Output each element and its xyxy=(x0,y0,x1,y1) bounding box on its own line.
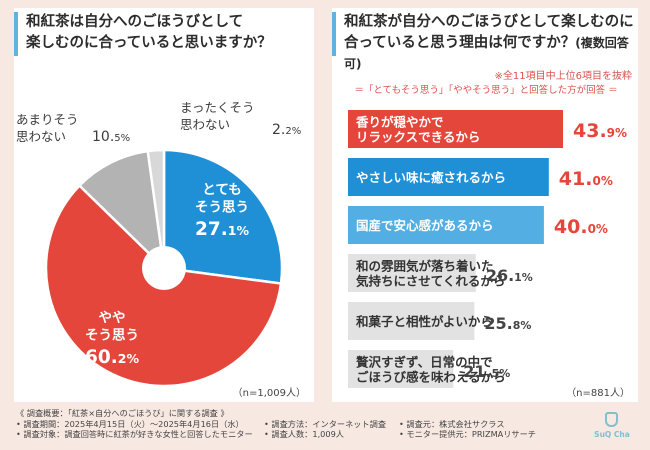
left-question-header: 和紅茶は自分へのごほうびとして楽しむのに合っていると思いますか？ xyxy=(14,8,314,60)
bar-label: 和菓子と相性がよいから xyxy=(355,314,493,329)
bar-5 xyxy=(348,302,475,340)
pie-label-text: 思わない xyxy=(16,129,66,144)
pie-value-somewhat-disagree: 10.5% xyxy=(92,129,130,145)
bar-label: リラックスできるから xyxy=(356,130,480,145)
pie-slice-very-agree xyxy=(162,148,284,285)
pie-label-text: 思わない xyxy=(180,117,230,132)
bar-value: 41.0% xyxy=(559,168,613,190)
bar-label: ごほうび感を味わえるから xyxy=(356,370,506,385)
bar-value: 25.8% xyxy=(484,314,531,333)
pie-center-hole xyxy=(142,246,186,290)
bar-row: やさしい味に癒されるから 41.0% xyxy=(348,158,613,196)
right-question-sub: (複数回答可) xyxy=(344,36,629,71)
right-sample-size: （n=881人） xyxy=(566,388,630,399)
respondent-note: ＝「とてもそう思う」「ややそう思う」と回答した方が回答 ＝ xyxy=(354,85,618,96)
right-panel: 和紅茶が自分へのごほうびとして楽しむのに 合っていると思う理由は何ですか？(複数回… xyxy=(332,8,638,402)
left-panel: 和紅茶は自分へのごほうびとして楽しむのに合っていると思いますか？ とてもそう思う… xyxy=(14,8,314,402)
footer-row-2: • 調査対象：調査回答時に紅茶が好きな女性と回答したモニター • 調査人数：1,… xyxy=(16,429,576,440)
bar-2 xyxy=(348,158,549,196)
bar-label: 和の雰囲気が落ち着いた xyxy=(355,259,494,274)
bar-label: 国産で安心感があるから xyxy=(356,218,494,233)
right-question-header: 和紅茶が自分へのごほうびとして楽しむのに 合っていると思う理由は何ですか？(複数回… xyxy=(332,8,638,71)
left-question: 和紅茶は自分へのごほうびとして楽しむのに合っていると思いますか？ xyxy=(26,12,272,54)
pie-slice-somewhat-disagree xyxy=(77,149,166,272)
left-question-line1: 和紅茶は自分へのごほうびとして xyxy=(26,14,244,30)
pie-slice-strongly-disagree xyxy=(146,148,166,269)
brand-logo-text: SuQ Cha xyxy=(594,430,630,439)
bar-value: 21.5% xyxy=(463,362,510,381)
pie-label-text: あまりそう xyxy=(16,112,79,127)
bar-value: 26.1% xyxy=(486,266,533,285)
pie-label-text: やや xyxy=(99,310,126,326)
survey-title: 《 調査概要：「紅茶×自分へのごほうび」に関する調査 》 xyxy=(16,408,229,418)
bar-row: 国産で安心感があるから 40.0% xyxy=(348,206,608,244)
right-question: 和紅茶が自分へのごほうびとして楽しむのに 合っていると思う理由は何ですか？(複数回… xyxy=(344,12,638,75)
left-question-accent xyxy=(14,12,18,56)
teacup-icon xyxy=(605,412,618,427)
bar-label: 気持ちにさせてくれるから xyxy=(356,274,505,289)
pie-label-text: そう思う xyxy=(85,328,139,344)
survey-target: • 調査対象：調査回答時に紅茶が好きな女性と回答したモニター xyxy=(16,429,253,439)
pie-value-somewhat-agree: 60.2% xyxy=(85,347,139,368)
bar-1 xyxy=(348,110,563,148)
right-question-line1: 和紅茶が自分へのごほうびとして楽しむのに xyxy=(344,14,634,30)
footer-row-1: • 調査期間：2025年4月15日（火）～2025年4月16日（水） • 調査方… xyxy=(16,419,576,430)
survey-org: • 調査元：株式会社サクラス xyxy=(399,418,505,429)
pie-label-text: とても xyxy=(202,182,241,198)
bar-3 xyxy=(348,206,544,244)
survey-footer: 《 調査概要：「紅茶×自分へのごほうび」に関する調査 》 • 調査期間：2025… xyxy=(16,408,576,440)
pie-label-text: そう思う xyxy=(195,200,249,216)
survey-monitor: • モニター提供元：PRIZMAリサーチ xyxy=(399,429,536,439)
bar-6 xyxy=(348,350,454,388)
brand-logo: SuQ Cha xyxy=(592,410,632,446)
survey-method: • 調査方法：インターネット調査 xyxy=(264,418,387,429)
survey-period: • 調査期間：2025年4月15日（火）～2025年4月16日（水） xyxy=(16,418,244,429)
bar-label: やさしい味に癒されるから xyxy=(356,170,506,185)
bar-4 xyxy=(348,254,476,292)
pie-label-somewhat-agree: ややそう思う 60.2% xyxy=(85,310,139,368)
pie-label-very-agree: とてもそう思う 27.1% xyxy=(195,182,249,240)
bar-value: 43.9% xyxy=(573,120,627,142)
top-items-note: ※全11項目中上位6項目を抜粋 xyxy=(494,71,632,82)
pie-value-very-agree: 27.1% xyxy=(195,219,249,240)
left-question-line2: 楽しむのに合っていると思いますか？ xyxy=(26,35,272,51)
bar-value: 40.0% xyxy=(554,216,608,238)
survey-count: • 調査人数：1,009人 xyxy=(264,429,344,439)
pie-label-text: まったくそう xyxy=(180,100,255,115)
bar-label: 贅沢すぎず、日常の中で xyxy=(355,355,493,370)
bar-label: 香りが穏やかで xyxy=(355,115,444,130)
right-question-line2: 合っていると思う理由は何ですか？ xyxy=(344,35,576,51)
left-sample-size: （n=1,009人） xyxy=(232,388,306,399)
pie-value-strongly-disagree: 2.2% xyxy=(272,122,301,138)
right-question-accent xyxy=(332,12,336,56)
